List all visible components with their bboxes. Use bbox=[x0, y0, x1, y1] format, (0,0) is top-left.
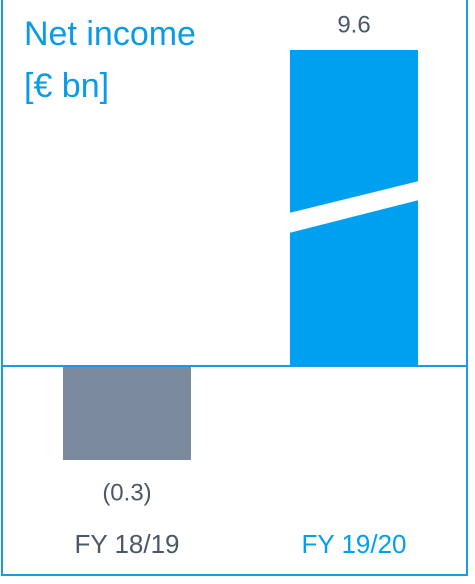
axis-break bbox=[289, 181, 419, 233]
chart-title: [€ bn] bbox=[24, 67, 109, 105]
x-tick-label: FY 19/20 bbox=[301, 529, 406, 559]
x-tick-label: FY 18/19 bbox=[74, 529, 179, 559]
bar bbox=[63, 367, 191, 460]
value-label: (0.3) bbox=[102, 479, 151, 506]
chart-title: Net income bbox=[24, 15, 196, 53]
frame bbox=[1, 0, 468, 576]
value-label: 9.6 bbox=[337, 11, 370, 38]
